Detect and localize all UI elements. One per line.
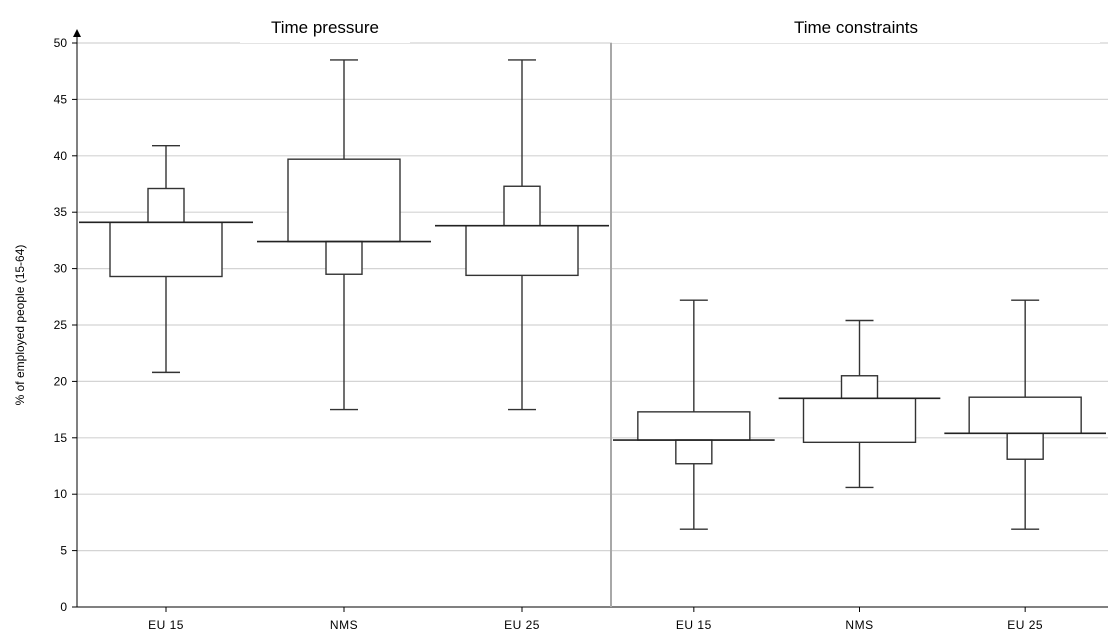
box-plot-item: EU 15 xyxy=(79,144,253,632)
y-axis-arrow-icon xyxy=(73,29,81,37)
y-tick-label: 15 xyxy=(54,431,68,445)
panel-title: Time constraints xyxy=(794,18,918,37)
panel-title-background xyxy=(612,16,1100,43)
y-tick-label: 20 xyxy=(54,374,68,388)
x-tick-label: NMS xyxy=(330,618,358,632)
y-tick-label: 40 xyxy=(54,149,68,163)
box-upper-quartile xyxy=(503,185,541,227)
y-axis: 0 5 10 15 20 25 30 35 40 45 50 xyxy=(54,29,1108,614)
box-upper-quartile xyxy=(637,411,751,441)
box-lower-quartile xyxy=(325,240,363,275)
box-upper-quartile xyxy=(147,187,185,224)
box-plot-item: NMS xyxy=(778,319,941,632)
box-lower-quartile xyxy=(109,221,223,278)
y-axis-title: % of employed people (15-64) xyxy=(13,245,27,406)
box-lower-quartile xyxy=(1006,432,1044,460)
x-tick-label: EU 25 xyxy=(504,618,540,632)
y-tick-label: 0 xyxy=(60,600,67,614)
y-tick-label: 30 xyxy=(54,262,68,276)
y-tick-label: 10 xyxy=(54,487,68,501)
box-plot-item: NMS xyxy=(257,59,431,632)
y-tick-label: 45 xyxy=(54,92,68,106)
y-tick-label: 25 xyxy=(54,318,68,332)
box-plot-item: EU 15 xyxy=(613,299,775,632)
x-tick-label: EU 15 xyxy=(148,618,184,632)
x-tick-label: EU 25 xyxy=(1007,618,1043,632)
panel-title-background xyxy=(240,16,410,43)
box-upper-quartile xyxy=(287,158,401,243)
x-tick-label: EU 15 xyxy=(676,618,712,632)
panel: Time pressure EU 15 NMS EU 25 xyxy=(79,16,609,632)
y-tick-label: 50 xyxy=(54,36,68,50)
x-tick-label: NMS xyxy=(845,618,873,632)
panel-title: Time pressure xyxy=(271,18,379,37)
box-upper-quartile xyxy=(840,375,879,400)
box-plot-item: EU 25 xyxy=(944,299,1106,632)
box-lower-quartile xyxy=(675,439,713,465)
box-plot-item: EU 25 xyxy=(435,59,609,632)
y-tick-label: 35 xyxy=(54,205,68,219)
box-upper-quartile xyxy=(968,396,1082,434)
box-lower-quartile xyxy=(802,397,917,444)
gridlines xyxy=(77,42,1108,552)
box-lower-quartile xyxy=(465,225,579,277)
y-tick-label: 5 xyxy=(60,544,67,558)
panel: Time constraints EU 15 NMS EU 25 xyxy=(612,16,1106,632)
